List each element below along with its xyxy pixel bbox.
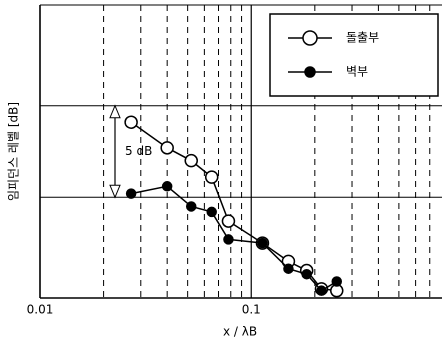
point bbox=[206, 206, 217, 218]
legend-marker bbox=[302, 30, 318, 46]
point bbox=[185, 201, 197, 212]
legend-box bbox=[269, 13, 439, 97]
legend-marker bbox=[304, 66, 316, 78]
arrow-head bbox=[109, 104, 121, 119]
point bbox=[316, 285, 327, 296]
point bbox=[160, 141, 174, 155]
legend-label: 벽부 bbox=[346, 65, 368, 79]
arrow-head bbox=[109, 184, 121, 199]
x-axis-label: x / λB bbox=[223, 325, 257, 339]
x-tick-label: 0.1 bbox=[242, 303, 261, 317]
point bbox=[301, 268, 312, 280]
series-line bbox=[130, 121, 337, 292]
point bbox=[283, 263, 294, 274]
point bbox=[331, 276, 343, 287]
point bbox=[223, 234, 234, 245]
point bbox=[257, 237, 268, 249]
point bbox=[184, 153, 198, 168]
series-line bbox=[130, 185, 338, 292]
point bbox=[124, 115, 138, 129]
y-axis-label: 임피던스 레벨 [dB] bbox=[7, 102, 21, 201]
x-tick-label: 0.01 bbox=[27, 303, 54, 317]
annotation: 5 dB bbox=[125, 144, 152, 158]
point bbox=[221, 214, 236, 228]
point bbox=[161, 181, 173, 192]
legend-label: 돌출부 bbox=[346, 31, 379, 45]
point bbox=[204, 170, 219, 184]
point bbox=[125, 188, 137, 199]
